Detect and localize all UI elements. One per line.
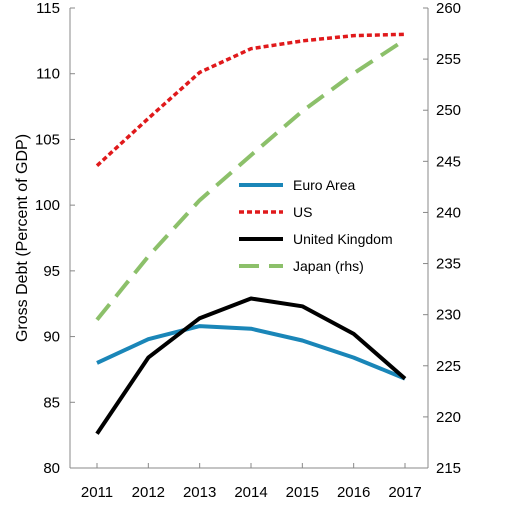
y-tick-label: 110 [36,66,60,83]
y-tick-label: 90 [43,329,60,346]
x-tick-label: 2011 [81,484,113,501]
axes [69,7,429,469]
x-tick-label: 2013 [183,484,216,501]
x-tick-labels: 2011 2012 2013 2014 2015 2016 2017 [81,484,422,501]
x-tick-label: 2016 [337,484,370,501]
legend-label-united-kingdom: United Kingdom [293,231,393,247]
y2-tick-label: 215 [436,460,461,477]
y2-tick-label: 240 [436,204,461,221]
y2-tick-label: 225 [436,358,461,375]
legend-label-japan-rhs: Japan (rhs) [293,258,364,274]
y-axis-label: Gross Debt (Percent of GDP) [14,134,31,342]
y2-tick-label: 260 [436,0,461,17]
y-tick-label: 95 [43,263,60,280]
series-line-us [95,32,406,167]
series-line-euro-area [96,324,406,381]
series-layer [95,32,407,435]
series-line-japan-rhs [95,38,407,322]
y-tick-label: 105 [35,131,60,148]
y-tick-label: 115 [36,0,60,17]
y2-tick-label: 255 [436,51,461,68]
series-line-united-kingdom [95,296,407,435]
y-tick-label: 80 [43,460,60,477]
y-tick-label: 85 [43,394,60,411]
legend: Euro Area US United Kingdom Japan (rhs) [239,177,393,274]
x-tick-label: 2014 [234,484,267,501]
y-tick-labels: 80 85 90 95 100 105 110 115 [35,0,60,477]
y2-tick-label: 235 [436,256,461,273]
y2-tick-label: 220 [436,409,461,426]
y-tick-label: 100 [35,197,60,214]
x-tick-label: 2017 [388,484,421,501]
y2-tick-labels: 215 220 225 230 235 240 245 250 255 260 [436,0,461,477]
y2-tick-label: 250 [436,102,461,119]
y2-tick-label: 230 [436,307,461,324]
legend-label-euro-area: Euro Area [293,177,355,193]
legend-label-us: US [293,204,312,220]
x-tick-label: 2012 [132,484,165,501]
y2-tick-label: 245 [436,153,461,170]
x-tick-label: 2015 [286,484,319,501]
